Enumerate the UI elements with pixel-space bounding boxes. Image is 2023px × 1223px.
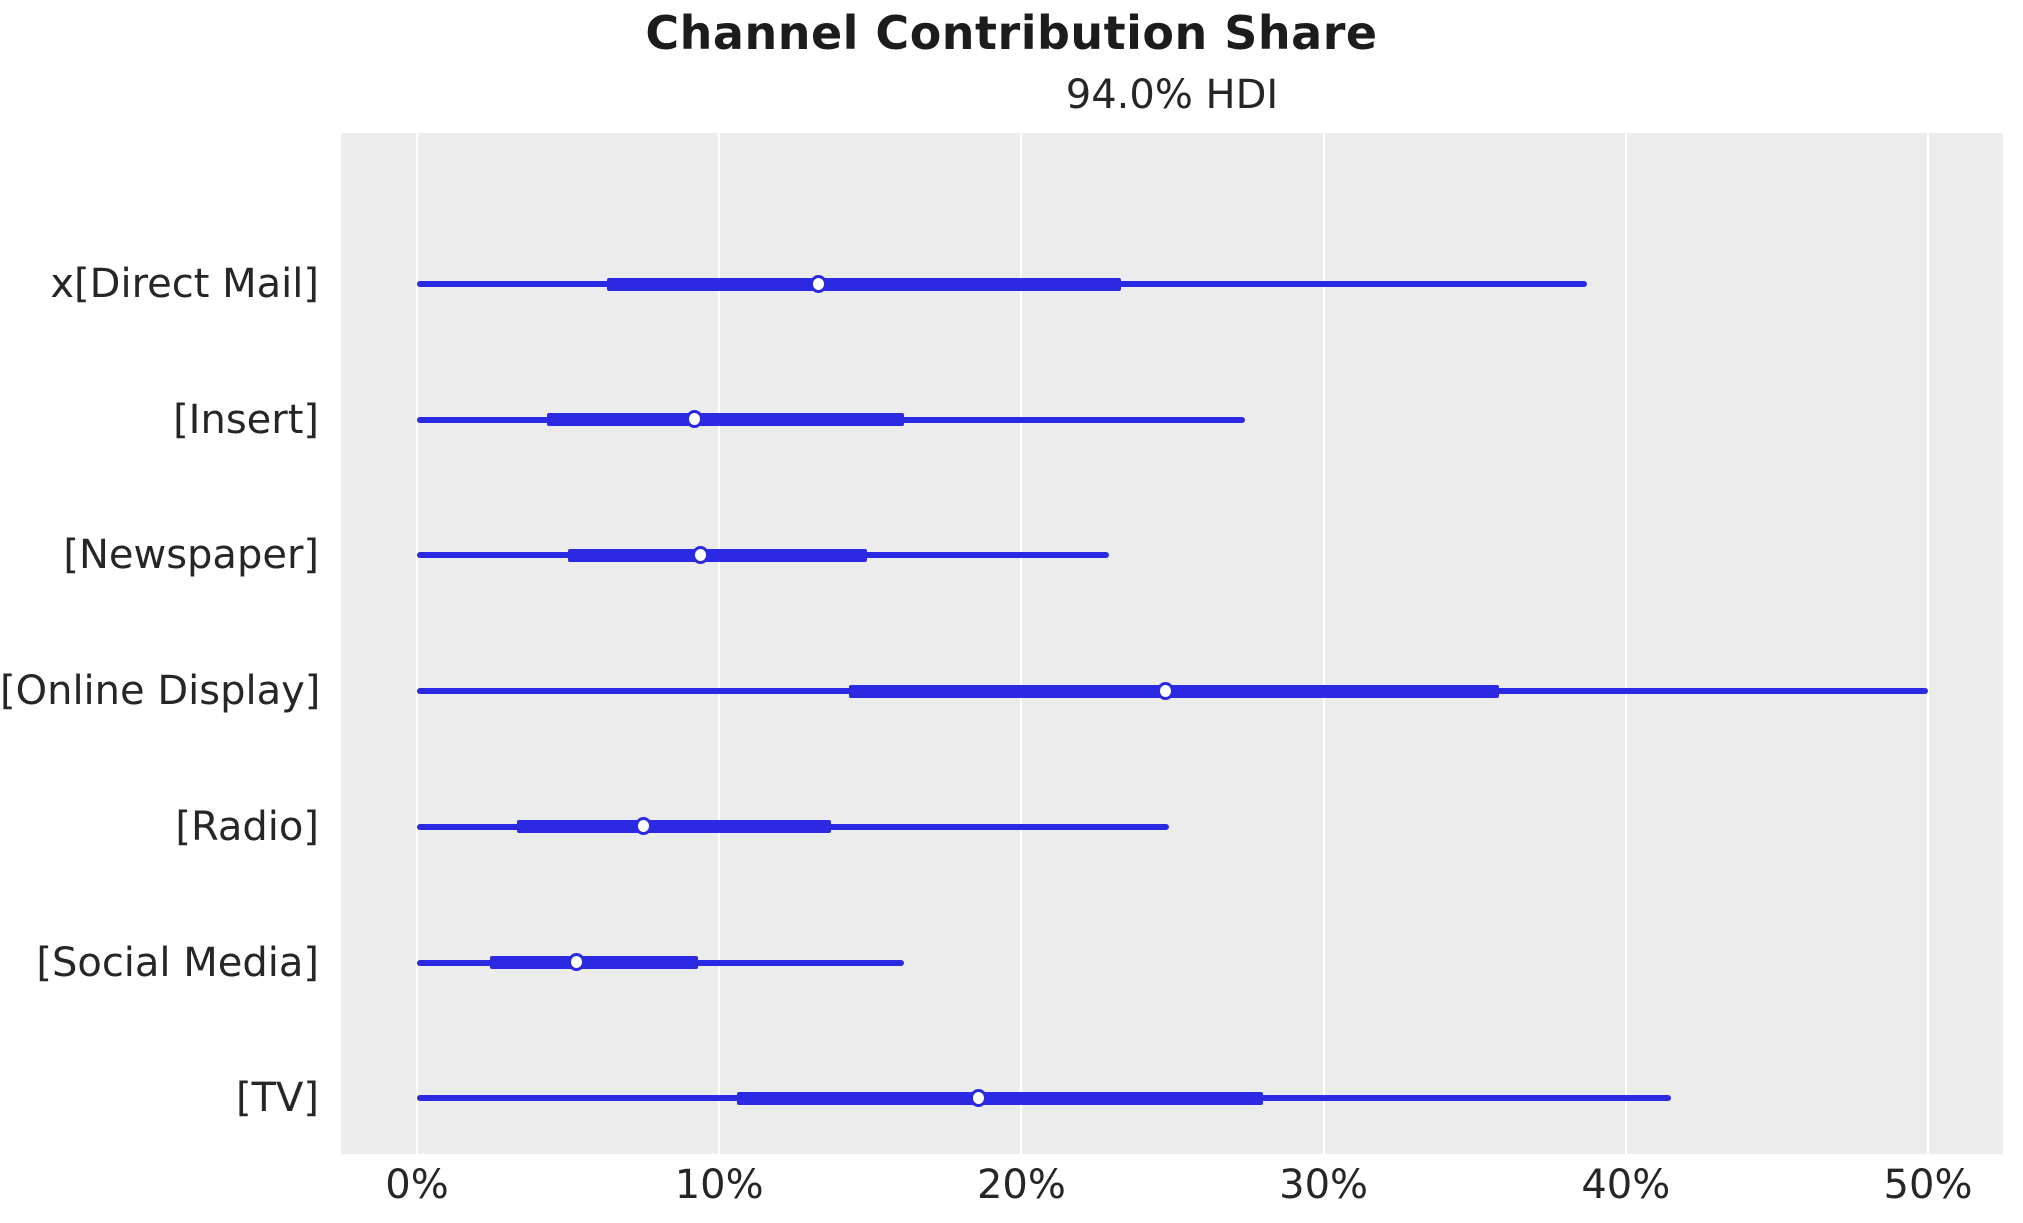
interquartile-bar: [489, 956, 699, 970]
x-axis-tick-label: 0%: [385, 1162, 449, 1208]
median-dot: [686, 410, 704, 429]
y-axis-label: [TV]: [235, 1075, 319, 1122]
chart-title: Channel Contribution Share: [645, 6, 1378, 60]
plot-area: [341, 133, 2003, 1154]
interquartile-bar: [546, 413, 904, 427]
x-axis-tick-label: 10%: [674, 1162, 764, 1208]
y-axis-label: [Insert]: [173, 396, 319, 443]
x-axis-tick-label: 40%: [1581, 1162, 1671, 1208]
gridline: [1020, 133, 1023, 1154]
median-dot: [809, 274, 827, 293]
interquartile-bar: [607, 277, 1122, 291]
x-axis-tick-label: 30%: [1279, 1162, 1369, 1208]
y-axis-label: [Online Display]: [0, 668, 321, 715]
interquartile-bar: [516, 820, 831, 834]
x-axis-tick-label: 20%: [976, 1162, 1066, 1208]
x-axis-tick-label: 50%: [1883, 1162, 1973, 1208]
median-dot: [634, 817, 652, 836]
chart-subtitle: 94.0% HDI: [1065, 72, 1279, 118]
y-axis-label: [Newspaper]: [63, 532, 319, 579]
interquartile-bar: [568, 548, 868, 562]
median-dot: [1157, 681, 1175, 700]
interquartile-bar: [737, 1091, 1264, 1105]
y-axis-label: [Radio]: [175, 803, 319, 850]
gridline: [1322, 133, 1325, 1154]
gridline: [1927, 133, 1929, 1154]
interquartile-bar: [849, 684, 1499, 698]
median-dot: [568, 953, 586, 972]
gridline: [416, 133, 418, 1154]
median-dot: [970, 1088, 988, 1107]
y-axis-label: x[Direct Mail]: [50, 261, 319, 307]
y-axis-label: [Social Media]: [36, 939, 319, 986]
median-dot: [692, 545, 710, 564]
gridline: [718, 133, 721, 1154]
gridline: [1624, 133, 1627, 1154]
